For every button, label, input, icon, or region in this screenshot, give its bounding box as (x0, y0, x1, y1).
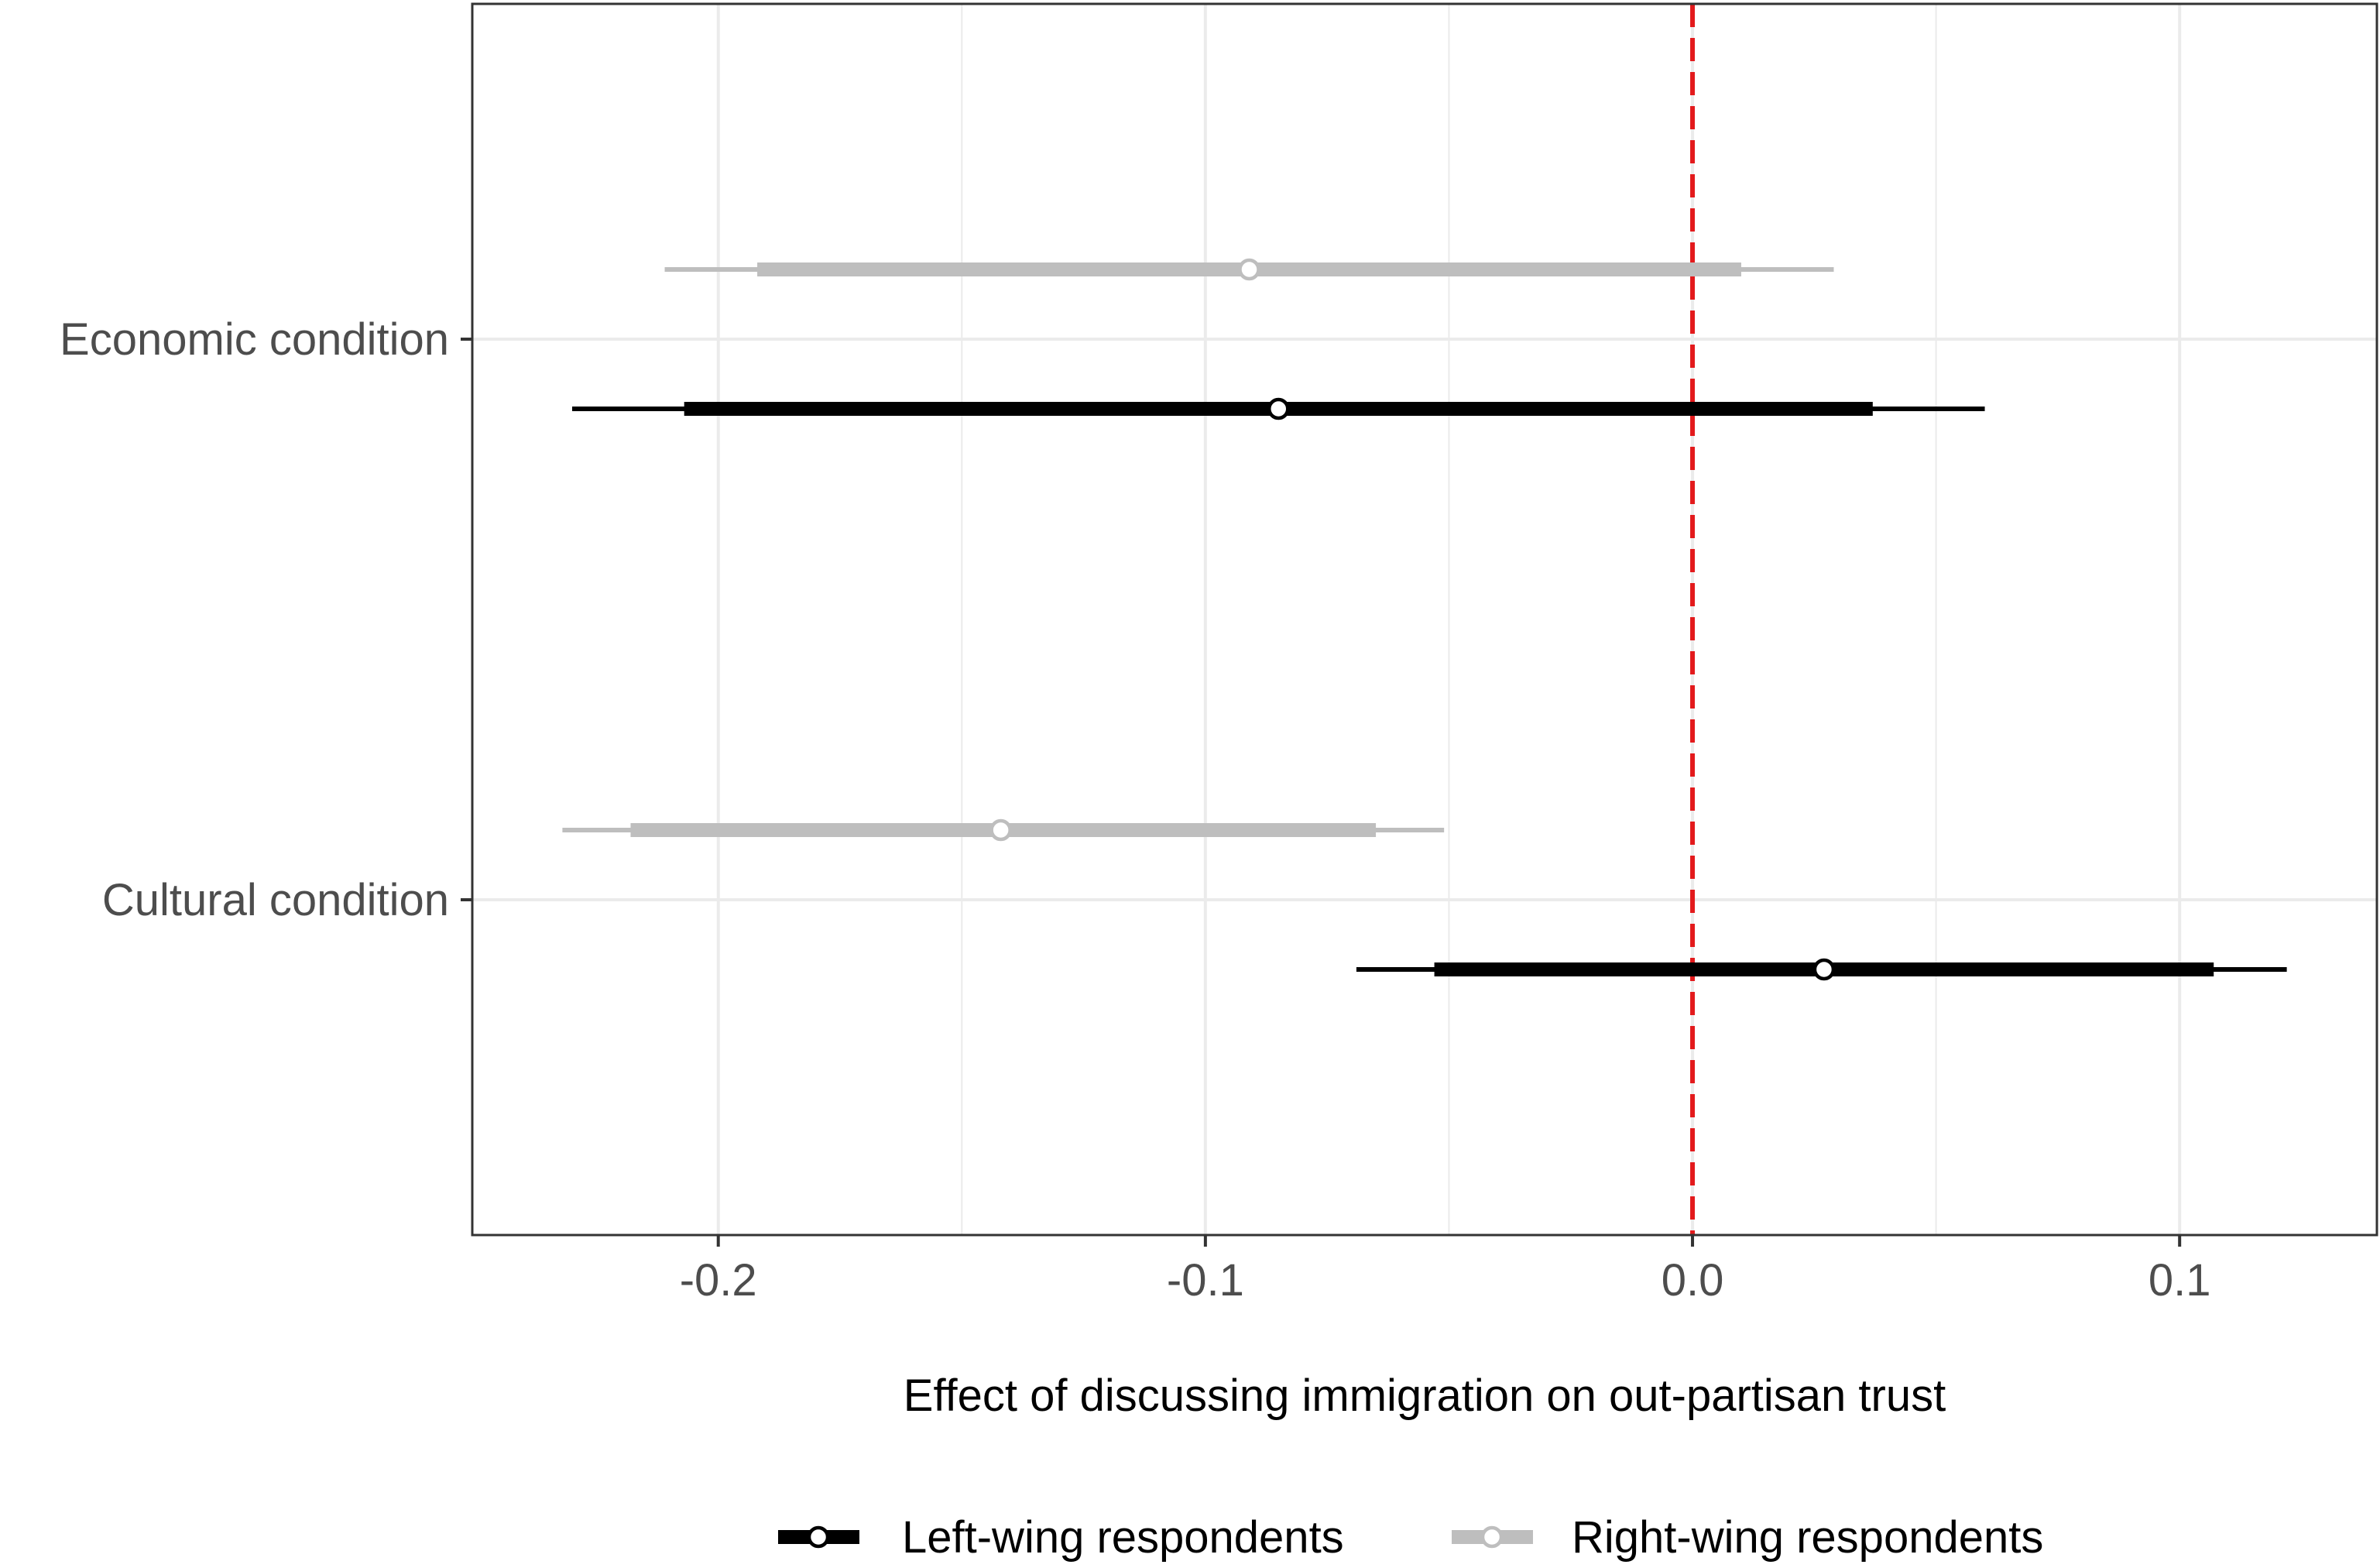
series-left-wing (571, 397, 2287, 981)
series-group (562, 258, 2287, 981)
point-estimate (989, 818, 1012, 842)
x-axis: -0.2 -0.1 0.0 0.1 (680, 1235, 2211, 1306)
point-estimate (1238, 258, 1260, 281)
legend-key-point (807, 1525, 830, 1549)
panel-border (471, 2, 2378, 1237)
x-tick-label: -0.2 (680, 1255, 757, 1306)
legend: Left-wing respondents Right-wing responde… (778, 1512, 2043, 1563)
y-tick-label: Cultural condition (102, 875, 449, 925)
y-axis: Economic condition Cultural condition (60, 314, 472, 925)
legend-key-point (1480, 1525, 1504, 1549)
legend-item-right-wing: Right-wing respondents (1452, 1512, 2043, 1563)
legend-label: Right-wing respondents (1572, 1512, 2043, 1563)
x-axis-title: Effect of discussing immigration on out-… (904, 1371, 1946, 1421)
y-tick-label: Economic condition (60, 314, 449, 365)
legend-item-left-wing: Left-wing respondents (778, 1512, 1344, 1563)
legend-label: Left-wing respondents (902, 1512, 1344, 1563)
point-estimate (1812, 958, 1836, 981)
point-estimate (1267, 397, 1290, 420)
minor-gridlines (961, 4, 1937, 1235)
x-tick-label: 0.1 (2149, 1255, 2211, 1306)
x-tick-label: 0.0 (1662, 1255, 1724, 1306)
series-right-wing (562, 258, 1834, 842)
x-tick-label: -0.1 (1167, 1255, 1244, 1306)
